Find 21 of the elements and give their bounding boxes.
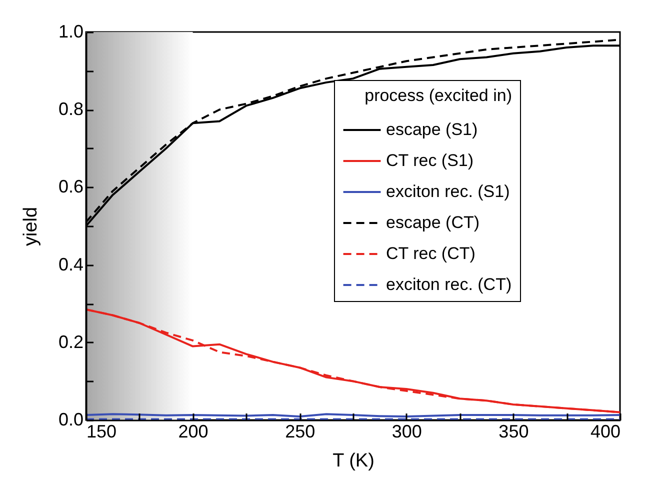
y-tick-label: 0.6: [58, 176, 84, 197]
legend-label: CT rec (S1): [386, 151, 474, 170]
y-tick-label: 0.0: [58, 410, 84, 430]
x-tick-label: 200: [178, 422, 208, 442]
legend-title: process (excited in): [364, 86, 512, 105]
x-tick-label: 350: [498, 422, 529, 442]
legend-label: exciton rec. (CT): [386, 275, 512, 294]
y-tick-label: 0.8: [58, 99, 84, 120]
legend-label: CT rec (CT): [386, 244, 476, 263]
legend-label: escape (S1): [386, 120, 478, 139]
y-tick-label: 1.0: [58, 22, 84, 42]
x-axis-title: T (K): [332, 450, 374, 472]
x-tick-label: 250: [285, 422, 316, 442]
legend-label: escape (CT): [386, 213, 480, 232]
x-tick-label: 150: [86, 422, 117, 442]
legend-label: exciton rec. (S1): [386, 182, 510, 201]
x-tick-label: 300: [392, 422, 422, 442]
y-axis-title: yield: [20, 206, 42, 246]
x-tick-label: 400: [590, 422, 620, 442]
y-tick-label: 0.2: [58, 332, 84, 352]
y-tick-label: 0.4: [58, 254, 84, 274]
